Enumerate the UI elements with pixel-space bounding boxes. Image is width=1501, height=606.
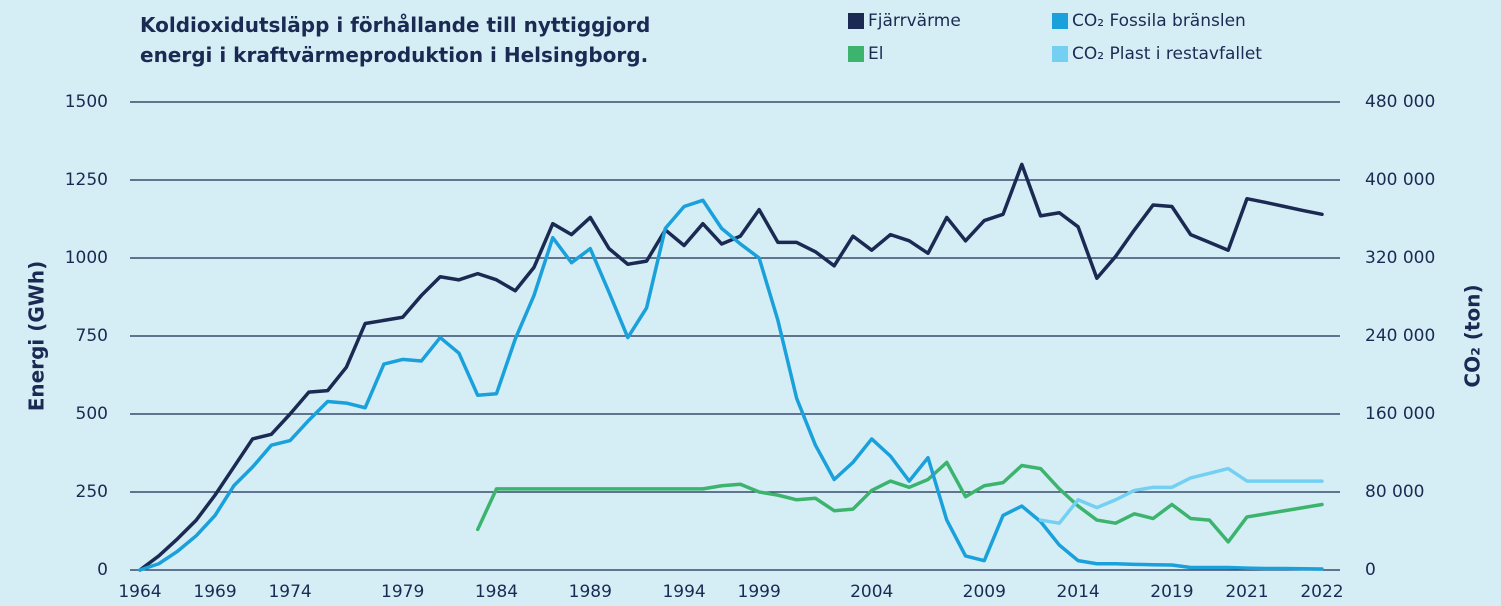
y-tick-label: 1500 <box>65 92 108 112</box>
y2-tick-label: 240 000 <box>1365 326 1435 346</box>
legend-label: CO₂ Plast i restavfallet <box>1072 44 1262 64</box>
y2-axis-title: CO₂ (ton) <box>1461 284 1485 387</box>
y2-tick-label: 80 000 <box>1365 482 1424 502</box>
series-line <box>475 460 1324 544</box>
legend-label: El <box>868 44 883 64</box>
legend-swatch <box>848 13 864 29</box>
x-tick-label: 1994 <box>662 582 705 602</box>
x-tick-label: 2009 <box>963 582 1006 602</box>
series-line <box>138 162 1324 572</box>
x-tick-label: 2014 <box>1056 582 1099 602</box>
y2-tick-label: 0 <box>1365 560 1376 580</box>
y-tick-label: 1000 <box>65 248 108 268</box>
legend-label: CO₂ Fossila bränslen <box>1072 11 1246 31</box>
legend-swatch <box>1052 46 1068 62</box>
x-tick-label: 1979 <box>381 582 424 602</box>
series-line <box>1038 466 1324 525</box>
y-tick-label: 500 <box>76 404 108 424</box>
y-tick-label: 0 <box>97 560 108 580</box>
legend-swatch <box>848 46 864 62</box>
x-tick-label: 1969 <box>193 582 236 602</box>
y-axis-title: Energi (GWh) <box>25 261 49 411</box>
chart-title: Koldioxidutsläpp i förhållande till nytt… <box>140 13 651 67</box>
y-tick-label: 750 <box>76 326 108 346</box>
x-tick-label: 2019 <box>1150 582 1193 602</box>
legend-swatch <box>1052 13 1068 29</box>
y2-tick-label: 160 000 <box>1365 404 1435 424</box>
x-tick-label: 1974 <box>268 582 311 602</box>
x-tick-label: 2022 <box>1300 582 1343 602</box>
x-tick-label: 1964 <box>118 582 161 602</box>
x-tick-label: 2004 <box>850 582 893 602</box>
x-tick-label: 2021 <box>1225 582 1268 602</box>
x-tick-label: 1984 <box>475 582 518 602</box>
y2-tick-label: 480 000 <box>1365 92 1435 112</box>
y-tick-label: 1250 <box>65 170 108 190</box>
series-line <box>138 198 1324 572</box>
y2-tick-label: 320 000 <box>1365 248 1435 268</box>
x-tick-label: 1989 <box>569 582 612 602</box>
legend-label: Fjärrvärme <box>868 11 961 31</box>
y2-tick-label: 400 000 <box>1365 170 1435 190</box>
x-tick-label: 1999 <box>738 582 781 602</box>
y-tick-label: 250 <box>76 482 108 502</box>
